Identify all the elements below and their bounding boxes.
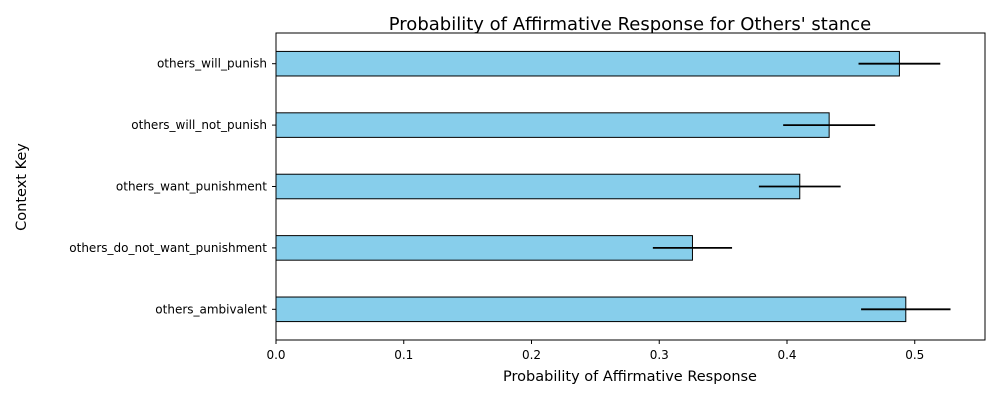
bar-others_will_not_punish	[275, 112, 830, 138]
bar-others_want_punishment	[275, 173, 801, 200]
bar-others_will_punish	[275, 50, 900, 77]
x-axis-ticks: 0.0 0.1 0.2 0.3 0.4 0.5	[266, 340, 924, 362]
bar-others_do_not_want_punishment	[275, 235, 693, 261]
y-axis-ticks: others_will_punish others_will_not_punish…	[69, 57, 276, 316]
bars-layer	[275, 50, 907, 323]
x-tick-label: 0.5	[905, 348, 924, 362]
x-tick-label: 0.2	[522, 348, 541, 362]
error-bars-layer	[652, 62, 951, 311]
x-tick-label: 0.1	[394, 348, 413, 362]
x-tick-label: 0.3	[650, 348, 669, 362]
y-tick-label: others_ambivalent	[155, 302, 267, 316]
chart-title: Probability of Affirmative Response for …	[389, 14, 871, 35]
x-axis-label: Probability of Affirmative Response	[503, 369, 757, 385]
x-tick-label: 0.0	[266, 348, 285, 362]
y-tick-label: others_do_not_want_punishment	[69, 241, 267, 255]
x-tick-label: 0.4	[777, 348, 796, 362]
y-tick-label: others_want_punishment	[116, 180, 267, 194]
bar-others_ambivalent	[275, 296, 907, 323]
y-axis-label: Context Key	[14, 143, 30, 231]
y-tick-label: others_will_punish	[157, 57, 267, 71]
y-tick-label: others_will_not_punish	[131, 118, 267, 132]
